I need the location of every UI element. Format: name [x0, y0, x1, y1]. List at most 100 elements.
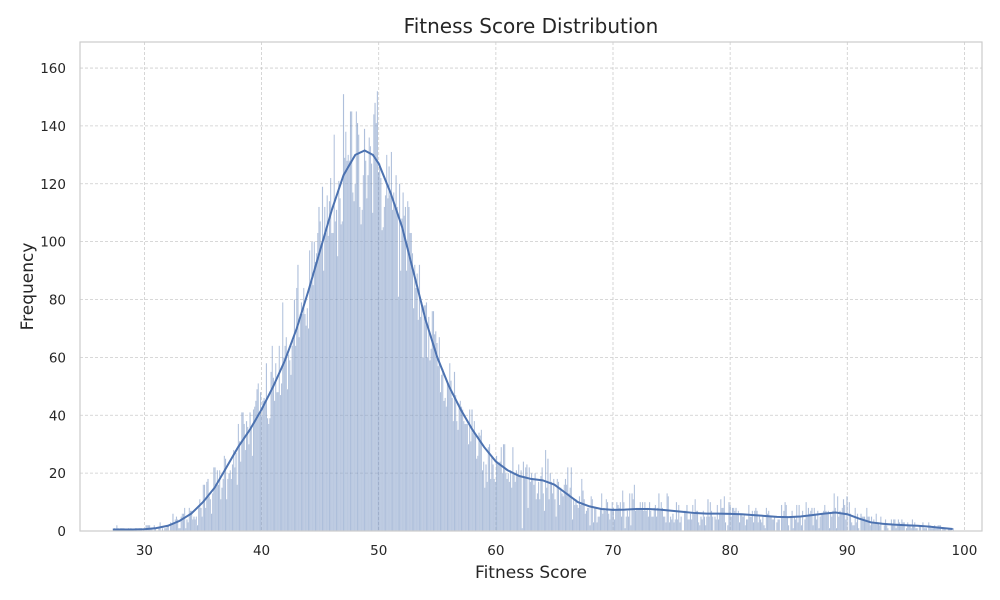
histogram-bar: [502, 444, 505, 532]
histogram-bar: [613, 519, 616, 532]
histogram-bar: [632, 499, 634, 532]
histogram-bar: [715, 519, 717, 532]
histogram-bar: [265, 363, 268, 532]
histogram-bar: [699, 525, 701, 532]
histogram-bar: [883, 525, 886, 532]
histogram-bar: [519, 475, 521, 532]
histogram-bar: [481, 470, 484, 532]
histogram-bar: [306, 308, 308, 532]
histogram-bar: [422, 357, 424, 532]
histogram-bar: [584, 513, 586, 532]
histogram-bar: [602, 513, 604, 532]
histogram-bar: [228, 473, 230, 532]
histogram-bar: [651, 516, 653, 532]
histogram-bar: [669, 516, 672, 532]
histogram-bar: [245, 420, 248, 532]
histogram-bar: [444, 397, 446, 532]
histogram-bar: [597, 516, 599, 532]
histogram-bar: [236, 484, 238, 532]
histogram-bar: [201, 516, 203, 532]
histogram-bar: [450, 380, 452, 532]
y-tick-label: 160: [40, 61, 66, 77]
histogram-bar: [401, 218, 403, 532]
histogram-bar: [387, 198, 389, 532]
histogram-bar: [262, 400, 264, 532]
histogram-bar: [819, 516, 821, 532]
histogram-bar: [244, 449, 247, 532]
histogram-bar: [477, 455, 479, 532]
histogram-bar: [291, 345, 293, 532]
histogram-bar: [446, 383, 449, 532]
histogram-bar: [541, 467, 543, 532]
histogram-bar: [520, 470, 522, 532]
histogram-bar: [671, 519, 673, 532]
histogram-bar: [356, 122, 359, 532]
histogram-bar: [241, 412, 243, 532]
histogram-bar: [769, 516, 771, 532]
histogram-bar: [397, 296, 400, 532]
histogram-bar: [763, 525, 765, 532]
histogram-bar: [606, 502, 609, 532]
histogram-bar: [395, 175, 397, 532]
histogram-bar: [626, 510, 629, 532]
histogram-bar: [213, 467, 215, 532]
histogram-bar: [487, 447, 490, 532]
histogram-bar: [349, 111, 352, 532]
histogram-bar: [804, 519, 806, 532]
histogram-bar: [456, 420, 458, 532]
histogram-bar: [616, 502, 618, 532]
histogram-bar: [398, 183, 401, 532]
histogram-bar: [352, 192, 354, 532]
histogram-bar: [868, 516, 870, 532]
histogram-bar: [289, 360, 291, 532]
histogram-bar: [664, 516, 666, 532]
histogram-bar: [772, 519, 775, 532]
histogram-bar: [815, 519, 818, 532]
histogram-bar: [762, 516, 764, 532]
histogram-bar: [740, 513, 742, 532]
histogram-bar: [595, 507, 597, 532]
histogram-bar: [305, 325, 307, 532]
histogram-bar: [486, 481, 488, 532]
histogram-bar: [403, 215, 405, 532]
histogram-bar: [292, 339, 294, 532]
histogram-bar: [202, 484, 204, 532]
histogram-bar: [388, 166, 390, 532]
histogram-bar: [435, 331, 437, 532]
y-tick-label: 0: [57, 524, 66, 540]
histogram-bar: [855, 522, 857, 532]
histogram-bar: [237, 423, 240, 532]
histogram-bar: [605, 499, 607, 532]
histogram-bar: [886, 525, 888, 532]
histogram-bar: [759, 519, 762, 532]
histogram-bar: [714, 516, 716, 532]
histogram-bar: [415, 287, 417, 532]
histogram-bar: [261, 415, 263, 532]
x-tick-label: 100: [952, 543, 978, 559]
histogram-bar: [659, 510, 661, 532]
histogram-bar: [672, 513, 674, 532]
histogram-bar: [242, 412, 244, 532]
histogram-bar: [706, 516, 708, 532]
histogram-bar: [363, 128, 366, 532]
histogram-bar: [421, 302, 423, 532]
histogram-bar: [377, 172, 380, 532]
histogram-bar: [601, 493, 603, 532]
histogram-bar: [636, 507, 638, 532]
histogram-bar: [770, 516, 772, 532]
histogram-bar: [655, 516, 658, 532]
x-tick-label: 60: [487, 543, 504, 559]
histogram-bar: [443, 400, 445, 532]
histogram-bar: [800, 525, 803, 532]
histogram-bar: [562, 496, 564, 532]
histogram-bar: [513, 473, 515, 532]
histogram-bar: [777, 519, 779, 532]
histogram-bar: [200, 507, 202, 532]
histogram-bar: [368, 137, 370, 532]
histogram-bar: [333, 134, 335, 532]
histogram-bar: [688, 519, 690, 532]
histogram-bar: [680, 516, 682, 532]
histogram-bar: [582, 490, 584, 532]
histogram-bar: [814, 513, 817, 532]
histogram-bar: [257, 383, 259, 532]
